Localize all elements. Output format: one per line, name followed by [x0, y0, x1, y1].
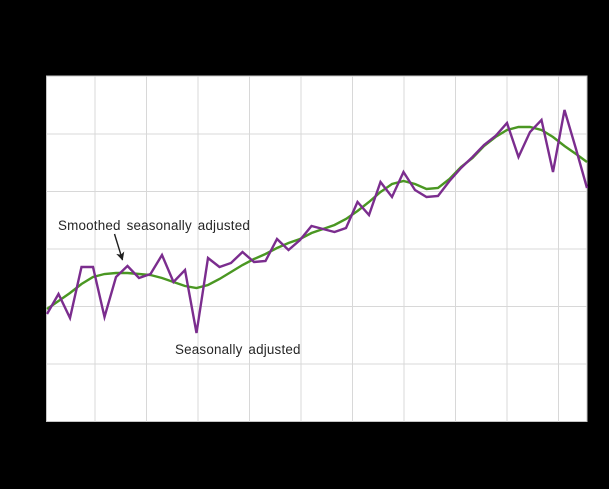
annotation-smoothed-label: Smoothed seasonally adjusted — [58, 218, 250, 233]
series-lines — [45, 109, 589, 334]
series-line-seasonally-adjusted — [45, 109, 589, 334]
series-line-smoothed-seasonally-adjusted — [46, 125, 588, 310]
annotation-arrow — [113, 233, 125, 261]
annotation-seasonally-label: Seasonally adjusted — [175, 342, 301, 357]
